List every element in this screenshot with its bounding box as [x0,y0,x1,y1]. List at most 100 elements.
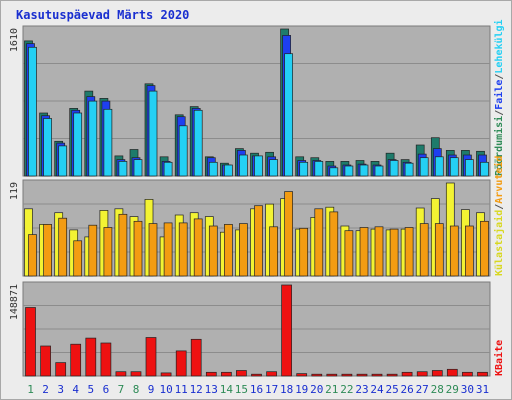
bar-faile-day-28 [435,157,443,176]
x-tick-label-10: 10 [159,383,172,396]
max-label-2: 119 [9,182,20,200]
x-tick-label-8: 8 [133,383,140,396]
bar-faile-day-29 [450,158,458,176]
bar-faile-day-22 [345,166,353,176]
x-tick-label-18: 18 [280,383,293,396]
x-tick-label-21: 21 [325,383,338,396]
bar-kbaite-day-6 [101,343,111,376]
bar-faile-day-16 [255,156,263,176]
bar-kbaite-day-27 [417,372,427,376]
bar-faile-day-10 [164,162,172,176]
bar-faile-day-11 [179,126,187,176]
bar-kbaite-day-18 [282,285,292,376]
bar-kbaite-day-16 [252,374,262,376]
x-tick-label-6: 6 [103,383,110,396]
bar-kbaite-day-2 [41,346,51,376]
bar-arvuteid-day-26 [405,228,413,277]
x-tick-label-15: 15 [235,383,248,396]
bar-kbaite-day-12 [191,339,201,376]
x-tick-label-9: 9 [148,383,155,396]
bar-arvuteid-day-3 [59,218,67,276]
bar-faile-day-6 [104,109,112,176]
x-tick-label-1: 1 [27,383,34,396]
bar-kbaite-day-14 [221,372,231,376]
x-tick-label-20: 20 [310,383,323,396]
bar-arvuteid-day-7 [119,214,127,276]
bar-kbaite-day-20 [312,374,322,376]
bar-arvuteid-day-24 [375,227,383,276]
bar-faile-day-7 [119,161,127,176]
x-tick-label-27: 27 [416,383,429,396]
legend-1: Pöördumisi/Faile/Lehekülgi [493,19,505,176]
bar-faile-day-3 [59,146,67,176]
bar-faile-day-21 [330,168,338,176]
bar-faile-day-30 [465,160,473,176]
bar-kbaite-day-10 [161,373,171,376]
bar-kbaite-day-23 [357,374,367,376]
bar-faile-day-4 [74,113,82,176]
x-tick-label-25: 25 [385,383,398,396]
bar-arvuteid-day-2 [44,224,52,276]
x-tick-label-23: 23 [355,383,368,396]
x-tick-label-12: 12 [190,383,203,396]
bar-kbaite-day-30 [462,372,472,376]
bar-faile-day-20 [315,161,323,176]
bar-faile-day-27 [420,158,428,176]
bar-arvuteid-day-9 [149,224,157,276]
x-tick-label-13: 13 [205,383,218,396]
bar-arvuteid-day-14 [224,224,232,276]
bar-arvuteid-day-8 [134,221,142,276]
x-tick-label-31: 31 [476,383,489,396]
bar-kbaite-day-22 [342,374,352,376]
bar-faile-day-23 [360,165,368,176]
bar-kbaite-day-3 [56,363,66,376]
bar-kbaite-day-28 [432,371,442,377]
bar-arvuteid-day-20 [315,209,323,276]
bar-faile-day-18 [285,54,293,176]
bar-faile-day-13 [209,162,217,176]
bar-arvuteid-day-10 [164,223,172,276]
bar-faile-day-15 [239,155,247,176]
bar-kbaite-day-11 [176,351,186,376]
bar-kbaite-day-5 [86,338,96,376]
bar-faile-day-14 [224,165,232,176]
bar-faile-day-12 [194,110,202,176]
legend-2-item-3: Arvuteid [493,156,505,204]
bar-faile-day-5 [89,101,97,176]
bar-arvuteid-day-4 [74,241,82,276]
x-tick-label-5: 5 [87,383,94,396]
bar-arvuteid-day-28 [435,224,443,276]
bar-kbaite-day-24 [372,374,382,376]
bar-arvuteid-day-22 [345,231,353,276]
bar-faile-day-2 [44,119,52,177]
legend-3: KBaite [493,340,505,376]
x-tick-label-7: 7 [118,383,125,396]
x-tick-label-3: 3 [57,383,64,396]
bar-kbaite-day-31 [478,372,488,376]
bar-faile-day-26 [405,163,413,176]
x-tick-label-16: 16 [250,383,263,396]
bar-arvuteid-day-30 [465,226,473,276]
bar-arvuteid-day-1 [29,235,37,276]
bar-kbaite-day-15 [236,371,246,377]
bar-kbaite-day-19 [297,374,307,376]
x-tick-label-24: 24 [370,383,384,396]
bar-faile-day-9 [149,91,157,176]
x-tick-label-28: 28 [431,383,444,396]
bar-arvuteid-day-16 [255,206,263,276]
legend-3-item-1: KBaite [493,340,505,376]
bar-faile-day-19 [300,162,308,176]
bar-kbaite-day-7 [116,372,126,376]
legend-1-item-3: Faile [493,80,505,110]
bar-kbaite-day-29 [447,369,457,376]
x-tick-label-4: 4 [72,383,79,396]
bar-arvuteid-day-18 [285,192,293,276]
bar-kbaite-day-26 [402,372,412,376]
x-tick-label-26: 26 [400,383,413,396]
max-label-3: 148871 [9,284,20,320]
bar-arvuteid-day-25 [390,229,398,276]
x-tick-label-14: 14 [220,383,234,396]
bar-faile-day-24 [375,166,383,176]
x-tick-label-22: 22 [340,383,353,396]
max-label-1: 1610 [9,28,20,52]
